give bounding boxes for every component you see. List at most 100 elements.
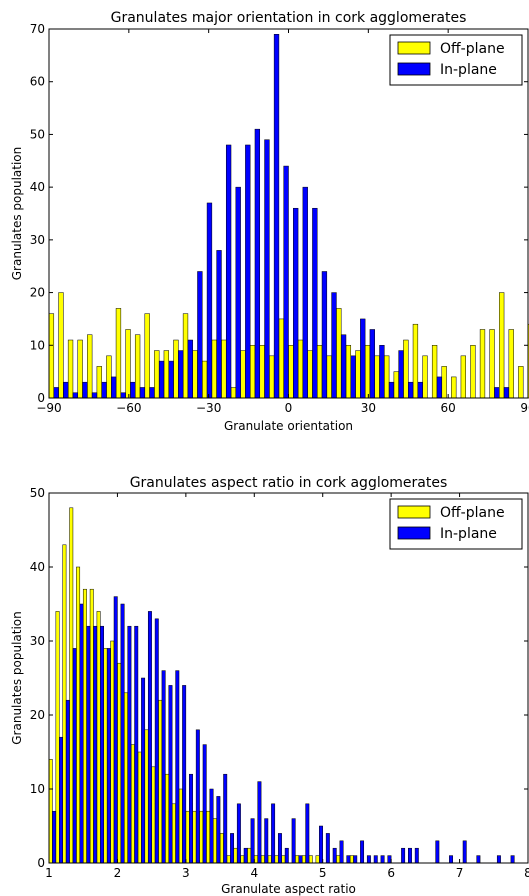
bar-in-plane [264, 818, 269, 864]
bar-in-plane [168, 360, 174, 399]
y-tick-label: 40 [30, 560, 45, 574]
bar-off-plane [206, 810, 211, 864]
bar-in-plane [283, 165, 289, 399]
y-tick-label: 50 [30, 486, 45, 500]
bar-in-plane [305, 803, 310, 864]
bar-off-plane [199, 810, 204, 864]
bar-off-plane [274, 855, 279, 864]
bar-in-plane [209, 788, 214, 864]
bar-in-plane [298, 855, 303, 864]
x-tick-label: 7 [456, 866, 464, 880]
bar-in-plane [245, 144, 251, 399]
bar-in-plane [189, 773, 193, 864]
bar-off-plane [295, 855, 300, 864]
y-tick-label: 50 [30, 127, 45, 141]
bar-in-plane [178, 350, 184, 399]
bar-in-plane [230, 833, 235, 864]
bar-in-plane [264, 139, 270, 399]
x-tick-label: 90 [520, 401, 529, 415]
bar-off-plane [384, 355, 390, 399]
bar-in-plane [91, 392, 98, 399]
y-axis-label: Granulates population [10, 611, 24, 745]
x-axis-label: Granulate aspect ratio [221, 882, 356, 896]
bar-in-plane [350, 355, 356, 399]
bar-in-plane [373, 855, 378, 864]
bar-off-plane [301, 855, 306, 864]
bar-in-plane [149, 387, 155, 399]
chart-title: Granulates major orientation in cork agg… [111, 10, 467, 26]
bar-in-plane [293, 207, 299, 399]
bar-in-plane [168, 685, 173, 864]
bar-off-plane [230, 387, 237, 399]
bar-off-plane [211, 339, 217, 399]
bar-off-plane [269, 355, 275, 399]
legend-swatch [397, 526, 431, 540]
bar-in-plane [284, 847, 289, 864]
x-axis-label: Granulate orientation [224, 419, 353, 433]
bar-off-plane [154, 350, 160, 399]
y-tick-label: 40 [30, 180, 45, 194]
bar-off-plane [202, 360, 208, 399]
bar-off-plane [212, 818, 217, 864]
bar-off-plane [67, 339, 74, 399]
bar-in-plane [187, 339, 193, 399]
bar-in-plane [63, 381, 69, 399]
bar-in-plane [111, 376, 117, 399]
bar-in-plane [182, 685, 187, 864]
bar-in-plane [387, 855, 392, 864]
bar-off-plane [89, 588, 94, 864]
y-tick-label: 60 [30, 75, 45, 89]
bar-in-plane [369, 329, 375, 399]
bar-off-plane [77, 339, 83, 399]
bar-off-plane [451, 376, 457, 399]
bar-off-plane [144, 313, 150, 399]
bar-off-plane [125, 329, 131, 399]
bar-off-plane [87, 334, 93, 399]
bar-off-plane [281, 855, 286, 864]
bar-in-plane [72, 648, 77, 864]
bar-in-plane [113, 596, 118, 864]
bar-in-plane [510, 855, 515, 864]
bar-in-plane [325, 833, 330, 864]
bar-in-plane [476, 855, 481, 864]
y-tick-label: 20 [30, 708, 45, 722]
bar-off-plane [288, 345, 294, 399]
bar-off-plane [171, 803, 176, 864]
bar-off-plane [115, 308, 122, 399]
legend: Off-plane In-plane [389, 34, 523, 86]
bar-off-plane [134, 334, 141, 399]
y-tick-label: 20 [30, 286, 45, 300]
bar-off-plane [192, 350, 198, 399]
bar-in-plane [302, 186, 308, 399]
x-tick-label: −60 [116, 401, 141, 415]
bar-in-plane [380, 855, 385, 864]
bar-in-plane [86, 625, 91, 864]
bar-in-plane [79, 603, 84, 864]
bar-off-plane [106, 355, 112, 399]
bar-off-plane [254, 855, 258, 864]
bar-in-plane [360, 318, 366, 399]
bar-in-plane [353, 855, 358, 864]
legend: Off-plane In-plane [389, 498, 523, 550]
bar-in-plane [154, 618, 159, 864]
bar-in-plane [312, 207, 318, 399]
bar-in-plane [141, 677, 146, 864]
bar-off-plane [422, 355, 428, 399]
bar-in-plane [319, 825, 323, 864]
bar-in-plane [379, 345, 385, 399]
bar-off-plane [110, 640, 115, 864]
bar-in-plane [360, 840, 365, 864]
bar-in-plane [366, 855, 371, 864]
bar-in-plane [225, 144, 232, 399]
chart-2: Granulates aspect ratio in cork agglomer… [10, 475, 529, 896]
bar-in-plane [175, 670, 180, 864]
bar-off-plane [336, 308, 342, 399]
bar-off-plane [489, 329, 495, 399]
bar-off-plane [508, 329, 514, 399]
bar-off-plane [412, 323, 419, 399]
bar-off-plane [48, 313, 55, 399]
bar-off-plane [374, 355, 380, 399]
bar-in-plane [401, 847, 406, 864]
bar-in-plane [202, 744, 207, 864]
bar-off-plane [259, 345, 265, 399]
